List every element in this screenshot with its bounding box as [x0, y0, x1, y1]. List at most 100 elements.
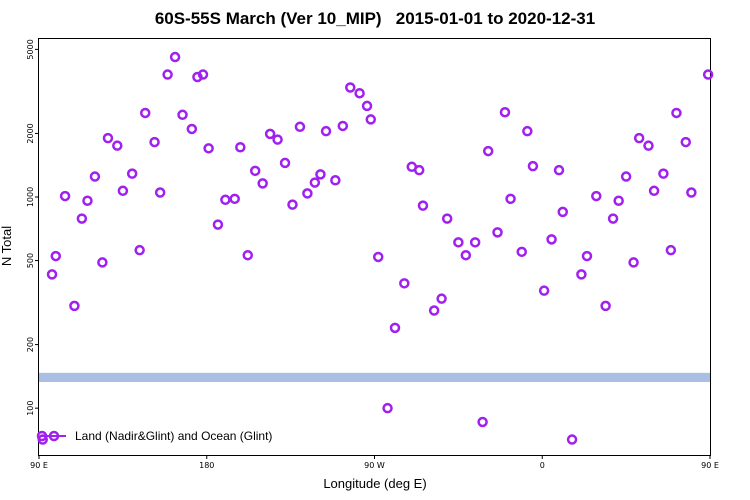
data-point: [546, 234, 557, 245]
data-point: [287, 199, 298, 210]
y-axis: 100 200 500 1000 2000 5000: [26, 39, 39, 416]
data-point: [482, 145, 494, 157]
data-point: [389, 322, 401, 334]
data-point: [469, 237, 481, 248]
data-point: [441, 213, 453, 224]
data-point: [97, 257, 108, 268]
data-points: [37, 51, 714, 445]
data-point: [365, 114, 377, 125]
data-point: [354, 87, 365, 99]
data-point: [220, 194, 231, 206]
data-point: [197, 69, 209, 80]
data-point: [553, 164, 565, 176]
data-point: [69, 300, 80, 312]
y-tick-label: 200: [26, 337, 35, 352]
data-point: [102, 132, 114, 144]
data-point: [527, 160, 539, 172]
y-tick-label: 100: [26, 401, 35, 416]
data-point: [453, 237, 464, 248]
data-point: [117, 185, 129, 197]
data-point: [417, 200, 429, 211]
data-point: [76, 213, 88, 224]
data-point: [212, 219, 224, 230]
data-point: [538, 285, 550, 296]
data-point: [499, 106, 511, 118]
data-point: [516, 246, 527, 258]
x-tick-label: 90 W: [364, 461, 385, 470]
legend-label: Land (Nadir&Glint) and Ocean (Glint): [75, 429, 272, 443]
data-point: [242, 249, 254, 261]
data-point: [648, 185, 660, 197]
data-point: [557, 206, 569, 218]
data-point: [591, 190, 602, 202]
data-point: [702, 69, 714, 80]
data-point: [330, 175, 341, 186]
data-point: [82, 195, 93, 206]
data-point: [345, 82, 356, 93]
data-point: [229, 193, 240, 205]
legend-marker: [36, 430, 48, 442]
data-point: [264, 128, 276, 140]
data-point: [279, 157, 291, 169]
chart-title: 60S-55S March (Ver 10_MIP) 2015-01-01 to…: [154, 9, 596, 28]
data-point: [413, 164, 425, 176]
data-point: [257, 178, 268, 189]
data-point: [46, 269, 58, 280]
data-point: [162, 69, 173, 80]
data-point: [613, 195, 624, 206]
data-point: [294, 121, 306, 133]
data-point: [169, 51, 181, 63]
data-point: [505, 193, 516, 205]
data-point: [112, 140, 123, 151]
data-point: [686, 187, 697, 198]
data-point: [428, 305, 440, 316]
legend: Land (Nadir&Glint) and Ocean (Glint): [36, 429, 272, 443]
data-point: [302, 188, 313, 199]
data-point: [177, 109, 188, 121]
data-point: [492, 227, 503, 238]
data-point: [50, 250, 62, 262]
x-axis-label: Longitude (deg E): [323, 476, 426, 491]
x-tick-label: 90 E: [701, 461, 719, 470]
data-point: [566, 434, 578, 445]
data-point: [643, 140, 654, 151]
data-point: [186, 123, 198, 135]
data-point: [249, 165, 261, 177]
data-point: [134, 244, 145, 256]
data-point: [399, 278, 410, 289]
data-point: [272, 134, 283, 145]
data-point: [235, 142, 246, 153]
data-point: [600, 300, 611, 312]
data-point: [89, 171, 101, 182]
data-point: [671, 107, 682, 119]
data-point: [154, 187, 166, 198]
data-point: [665, 244, 677, 256]
land-band: [39, 372, 710, 383]
data-point: [436, 293, 447, 304]
data-point: [576, 269, 587, 280]
data-point: [680, 136, 692, 148]
data-point: [309, 177, 321, 188]
x-tick-label: 90 E: [30, 461, 48, 470]
x-tick-label: 0: [540, 461, 545, 470]
data-point: [139, 107, 151, 119]
data-point: [203, 143, 214, 154]
data-point: [361, 100, 373, 112]
y-tick-label: 2000: [26, 123, 35, 143]
data-point: [658, 168, 669, 179]
x-tick-label: 180: [199, 461, 214, 470]
data-point: [59, 190, 71, 202]
data-point: [337, 120, 349, 132]
data-point: [126, 168, 138, 179]
x-axis: 90 E 180 90 W 0 90 E: [30, 455, 719, 470]
data-point: [620, 171, 632, 182]
y-axis-label: N Total: [0, 226, 14, 266]
y-tick-label: 5000: [26, 39, 35, 59]
data-point: [633, 132, 645, 144]
data-point: [460, 249, 472, 261]
data-point: [149, 136, 160, 148]
data-point: [581, 250, 593, 262]
data-point: [477, 416, 488, 428]
data-point: [382, 402, 393, 414]
